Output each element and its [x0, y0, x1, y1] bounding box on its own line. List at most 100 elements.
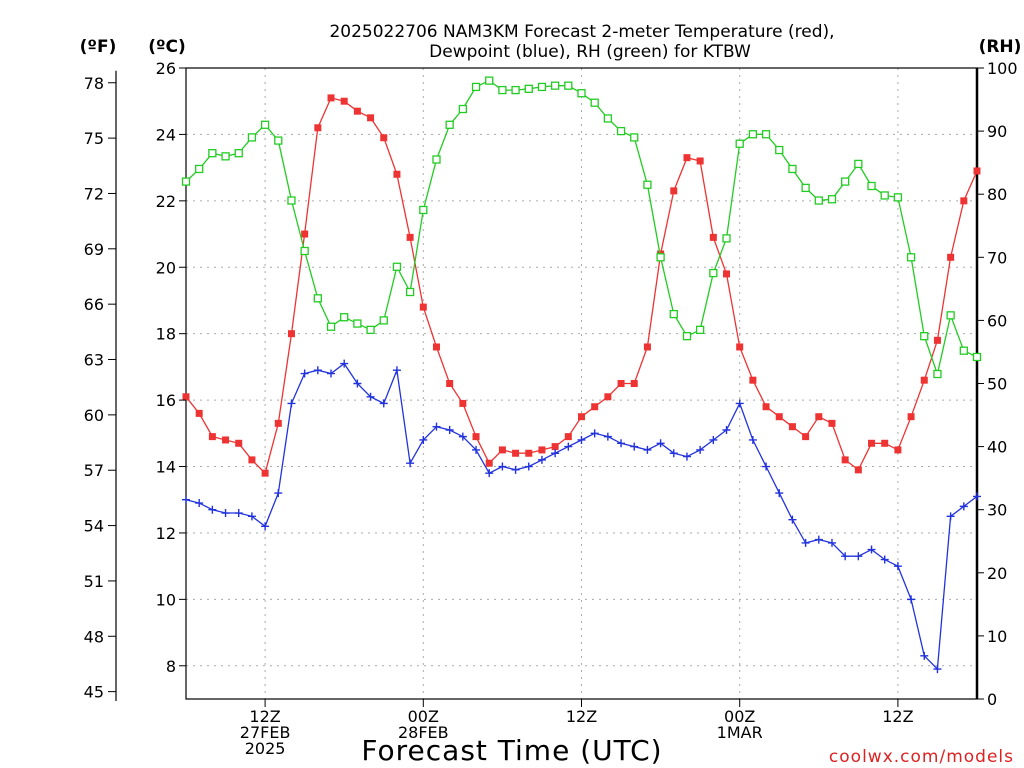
temperature-point [551, 443, 559, 451]
rh-point [603, 114, 613, 123]
temperature-point [182, 393, 190, 401]
dewpoint-point [432, 422, 441, 431]
dewpoint-point [577, 435, 586, 444]
temperature-point [525, 449, 533, 457]
dewpoint-point [564, 442, 573, 451]
temperature-point [512, 449, 520, 457]
dewpoint-point [511, 465, 520, 474]
credit-text: coolwx.com/models [829, 747, 1014, 767]
rh-point [537, 82, 547, 92]
dewpoint-point [801, 538, 810, 547]
chart-title-line1: 2025022706 NAM3KM Forecast 2-meter Tempe… [329, 22, 834, 42]
temperature-point [630, 380, 638, 387]
rh-point [946, 311, 955, 320]
dewpoint-point [537, 455, 546, 464]
fahrenheit-tick-label: 60 [84, 406, 104, 425]
dewpoint-point [735, 399, 744, 408]
dewpoint-point [551, 449, 560, 458]
temperature-point [723, 270, 731, 278]
rh-point [313, 294, 322, 303]
rh-point [590, 98, 599, 107]
dewpoint-point [379, 399, 388, 408]
fahrenheit-tick-label: 63 [84, 351, 104, 370]
temperature-point [274, 419, 282, 427]
dewpoint-point [261, 522, 270, 531]
temperature-point [353, 107, 361, 115]
dewpoint-point [946, 512, 955, 521]
rh-tick-label: 50 [987, 375, 1007, 394]
rh-point [709, 268, 718, 278]
temperature-point [340, 97, 348, 105]
temperature-point [459, 399, 467, 407]
rh-tick-label: 100 [987, 59, 1018, 78]
rh-point [379, 316, 388, 325]
rh-point [550, 81, 560, 90]
temperature-point [419, 303, 427, 311]
x-tick-label: 12Z [882, 707, 913, 726]
left-f-unit-label: (ºF) [80, 37, 117, 57]
x-tick-label: 28FEB [398, 723, 449, 742]
temperature-point [472, 433, 480, 441]
fahrenheit-tick-label: 78 [84, 74, 104, 93]
temperature-point [208, 433, 216, 441]
temperature-point [802, 433, 810, 441]
dewpoint-point [893, 562, 902, 571]
fahrenheit-tick-label: 45 [84, 683, 104, 702]
rh-point [801, 183, 810, 193]
rh-tick-label: 10 [987, 627, 1007, 646]
rh-point [775, 145, 784, 155]
temperature-point [749, 376, 757, 384]
dewpoint-point [208, 505, 217, 514]
rh-point [366, 325, 375, 335]
rh-point [867, 181, 876, 191]
series-dewpoint [182, 359, 981, 674]
rh-point [761, 130, 771, 139]
dewpoint-point [630, 442, 639, 451]
dewpoint-point [182, 495, 190, 504]
rh-point [287, 196, 296, 205]
rh-point [643, 180, 652, 189]
dewpoint-point [603, 432, 612, 441]
dewpoint-point [643, 445, 652, 454]
rh-point [353, 319, 362, 328]
celsius-tick-label: 8 [166, 657, 176, 676]
dewpoint-point [617, 439, 626, 448]
temperature-point [841, 456, 849, 464]
dewpoint-point [287, 399, 296, 408]
temperature-point [762, 403, 770, 411]
rh-point [564, 81, 573, 90]
rh-point [524, 84, 533, 93]
fahrenheit-tick-label: 48 [84, 627, 104, 646]
x-axis-title: Forecast Time (UTC) [361, 734, 662, 767]
rh-point [748, 130, 758, 139]
fahrenheit-tick-label: 54 [84, 517, 104, 536]
temperature-point [406, 233, 414, 241]
celsius-tick-label: 22 [156, 192, 176, 211]
temperature-point [617, 380, 625, 387]
rh-point [630, 133, 639, 142]
dewpoint-point [748, 435, 757, 444]
rh-point [392, 262, 402, 271]
rh-point [893, 193, 903, 202]
x-tick-label: 00Z [724, 707, 755, 726]
temperature-point [367, 114, 375, 122]
dewpoint-point [195, 499, 204, 508]
rh-point [616, 126, 626, 136]
dewpoint-point [419, 435, 428, 444]
dewpoint-point [472, 445, 481, 454]
dewpoint-point [590, 429, 599, 438]
rh-point [827, 195, 837, 204]
temperature-point [235, 439, 243, 447]
rh-point [577, 89, 586, 98]
temperature-point [446, 380, 454, 387]
series-temperature [182, 94, 981, 477]
dewpoint-point [775, 489, 784, 498]
rh-tick-label: 40 [987, 438, 1007, 457]
temperature-point [195, 409, 203, 417]
dewpoint-point [696, 445, 705, 454]
dewpoint-point [854, 552, 863, 561]
x-tick-label: 27FEB [240, 723, 291, 742]
rh-point [841, 177, 850, 186]
rh-point [511, 85, 520, 95]
